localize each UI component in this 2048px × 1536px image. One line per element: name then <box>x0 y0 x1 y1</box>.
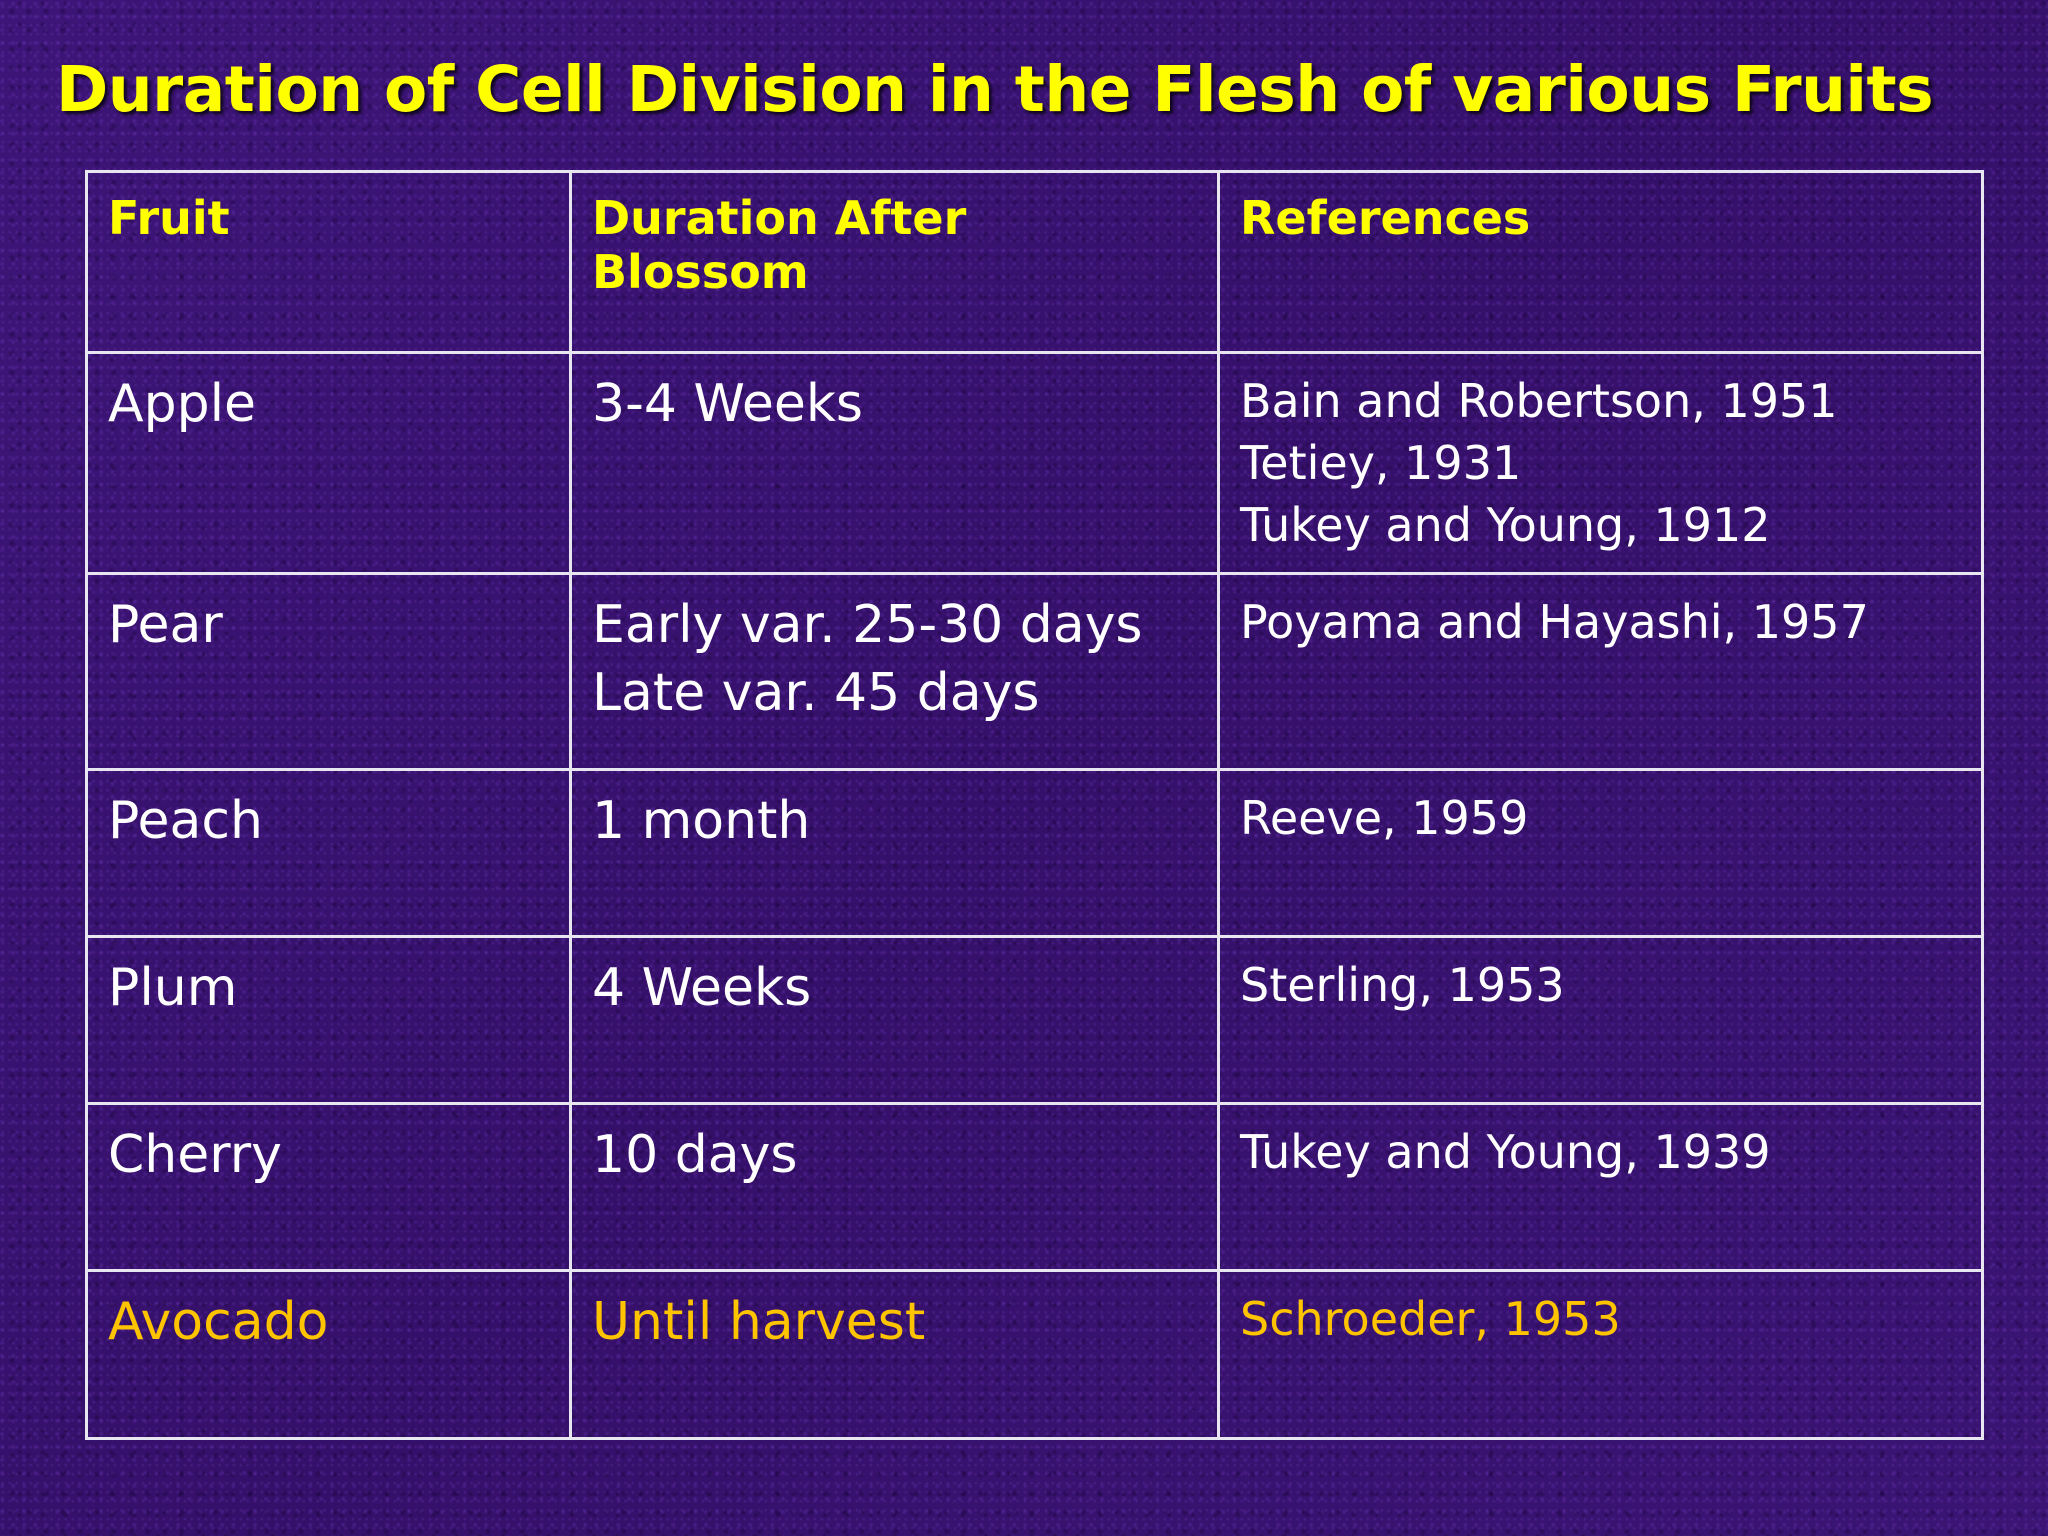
table-row: Plum 4 Weeks Sterling, 1953 <box>85 935 1984 1105</box>
fruit-cell: Pear <box>85 572 572 771</box>
references-cell: Schroeder, 1953 <box>1217 1269 1984 1440</box>
fruit-name: Plum <box>108 958 238 1018</box>
fruit-name: Cherry <box>108 1125 282 1185</box>
references-cell: Reeve, 1959 <box>1217 768 1984 938</box>
duration-cell: Until harvest <box>569 1269 1220 1440</box>
duration-cell: 3-4 Weeks <box>569 351 1220 575</box>
table-row: Cherry 10 days Tukey and Young, 1939 <box>85 1102 1984 1272</box>
reference-text: Schroeder, 1953 <box>1240 1292 1621 1346</box>
references-cell: Bain and Robertson, 1951 Tetiey, 1931 Tu… <box>1217 351 1984 575</box>
fruit-cell: Plum <box>85 935 572 1105</box>
duration-text: Early var. 25-30 days <box>592 595 1143 655</box>
fruit-name: Pear <box>108 595 223 655</box>
duration-text: 1 month <box>592 791 811 851</box>
table-row: Apple 3-4 Weeks Bain and Robertson, 1951… <box>85 351 1984 575</box>
table-header-row: Fruit Duration After Blossom References <box>85 170 1984 354</box>
fruit-name: Avocado <box>108 1292 329 1352</box>
header-duration: Duration After Blossom <box>569 170 1220 354</box>
reference-text: Tukey and Young, 1939 <box>1240 1125 1771 1179</box>
duration-text: Late var. 45 days <box>592 663 1040 723</box>
duration-cell: 1 month <box>569 768 1220 938</box>
fruit-name: Peach <box>108 791 263 851</box>
table-row: Peach 1 month Reeve, 1959 <box>85 768 1984 938</box>
duration-cell: 4 Weeks <box>569 935 1220 1105</box>
duration-cell: 10 days <box>569 1102 1220 1272</box>
reference-text: Tukey and Young, 1912 <box>1240 498 1771 552</box>
fruit-cell: Apple <box>85 351 572 575</box>
references-cell: Tukey and Young, 1939 <box>1217 1102 1984 1272</box>
reference-text: Bain and Robertson, 1951 <box>1240 374 1838 428</box>
references-cell: Poyama and Hayashi, 1957 <box>1217 572 1984 771</box>
duration-text: 10 days <box>592 1125 798 1185</box>
duration-text: Until harvest <box>592 1292 926 1352</box>
reference-text: Reeve, 1959 <box>1240 791 1529 845</box>
duration-cell: Early var. 25-30 days Late var. 45 days <box>569 572 1220 771</box>
references-cell: Sterling, 1953 <box>1217 935 1984 1105</box>
reference-text: Tetiey, 1931 <box>1240 436 1522 490</box>
table-row-highlighted: Avocado Until harvest Schroeder, 1953 <box>85 1269 1984 1440</box>
header-fruit: Fruit <box>85 170 572 354</box>
reference-text: Sterling, 1953 <box>1240 958 1565 1012</box>
fruit-cell: Avocado <box>85 1269 572 1440</box>
table-row: Pear Early var. 25-30 days Late var. 45 … <box>85 572 1984 771</box>
reference-text: Poyama and Hayashi, 1957 <box>1240 595 1869 649</box>
slide-title: Duration of Cell Division in the Flesh o… <box>56 53 1934 126</box>
duration-text: 4 Weeks <box>592 958 812 1018</box>
fruit-cell: Peach <box>85 768 572 938</box>
header-references: References <box>1217 170 1984 354</box>
fruit-cell: Cherry <box>85 1102 572 1272</box>
fruit-name: Apple <box>108 374 257 434</box>
duration-text: 3-4 Weeks <box>592 374 864 434</box>
fruit-cell-division-table: Fruit Duration After Blossom References … <box>85 170 1984 1440</box>
